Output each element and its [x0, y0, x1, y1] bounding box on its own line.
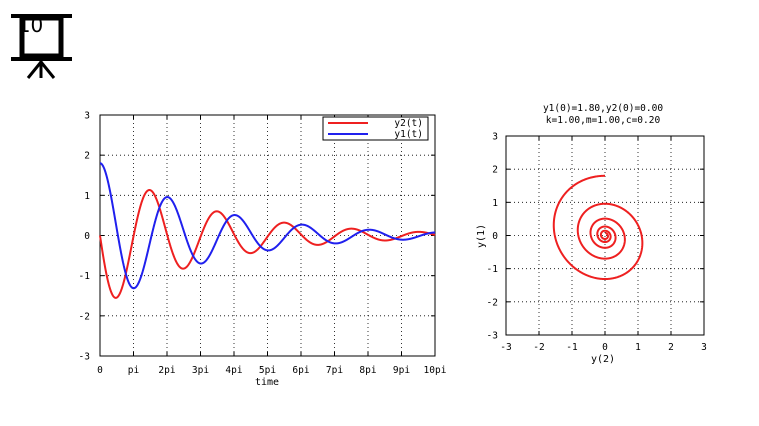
right-x-axis-label: y(2) [591, 354, 615, 365]
right-grid [506, 136, 704, 335]
phase-portrait-chart: y1(0)=1.80,y2(0)=0.00 k=1.00,m=1.00,c=0.… [476, 103, 707, 365]
slide-number: 10 [17, 13, 44, 37]
x-tick-label: 0 [97, 365, 103, 376]
x-tick-label: 9pi [393, 365, 410, 376]
right-y-tick-labels: -3 -2 -1 0 1 2 3 [487, 132, 499, 342]
presentation-easel-icon [10, 12, 80, 88]
right-title-line-2: k=1.00,m=1.00,c=0.20 [546, 115, 661, 126]
x-tick-label: -1 [566, 342, 578, 353]
right-ticks [505, 135, 705, 336]
y-tick-label: 2 [84, 151, 90, 162]
y-tick-label: 1 [84, 191, 90, 202]
y-tick-label: 0 [84, 231, 90, 242]
x-tick-label: 5pi [259, 365, 276, 376]
y-tick-label: -1 [79, 271, 91, 282]
x-tick-label: 2 [668, 342, 674, 353]
y-tick-label: -2 [79, 311, 90, 322]
series-line-y2 [99, 189, 436, 299]
x-tick-label: 8pi [359, 365, 376, 376]
left-x-tick-labels: 0 pi 2pi 3pi 4pi 5pi 6pi 7pi 8pi 9pi 10pi [97, 365, 447, 376]
right-x-tick-labels: -3 -2 -1 0 1 2 3 [500, 342, 707, 353]
x-tick-label: 4pi [225, 365, 242, 376]
x-tick-label: 1 [635, 342, 641, 353]
y-tick-label: 0 [492, 231, 498, 242]
x-tick-label: 0 [602, 342, 608, 353]
y-tick-label: 3 [492, 132, 498, 143]
x-tick-label: -3 [500, 342, 511, 353]
y-tick-label: -3 [487, 331, 498, 342]
y-tick-label: -1 [487, 264, 499, 275]
y-tick-label: 3 [84, 111, 90, 122]
right-y-axis-label: y(1) [476, 224, 487, 248]
left-legend: y2(t) y1(t) [322, 116, 429, 141]
y-tick-label: 2 [492, 165, 498, 176]
y-tick-label: -2 [487, 297, 498, 308]
x-tick-label: 7pi [326, 365, 343, 376]
y-tick-label: 1 [492, 198, 498, 209]
x-tick-label: pi [128, 365, 140, 376]
legend-label-y1: y1(t) [394, 129, 423, 140]
x-tick-label: 6pi [292, 365, 309, 376]
time-series-chart: 0 pi 2pi 3pi 4pi 5pi 6pi 7pi 8pi 9pi 10pi -3 -2 -1 0 1… [79, 111, 447, 389]
phase-curve [552, 174, 644, 281]
series-line-y1 [99, 162, 436, 290]
x-tick-label: 10pi [424, 365, 447, 376]
x-tick-label: 2pi [158, 365, 175, 376]
left-x-axis-label: time [255, 377, 279, 388]
y-tick-label: -3 [79, 352, 90, 363]
x-tick-label: -2 [533, 342, 544, 353]
legend-label-y2: y2(t) [394, 118, 423, 129]
left-ticks [99, 114, 436, 357]
right-title-line-1: y1(0)=1.80,y2(0)=0.00 [543, 103, 663, 114]
x-tick-label: 3pi [192, 365, 209, 376]
left-y-tick-labels: -3 -2 -1 0 1 2 3 [79, 111, 91, 363]
x-tick-label: 3 [701, 342, 707, 353]
